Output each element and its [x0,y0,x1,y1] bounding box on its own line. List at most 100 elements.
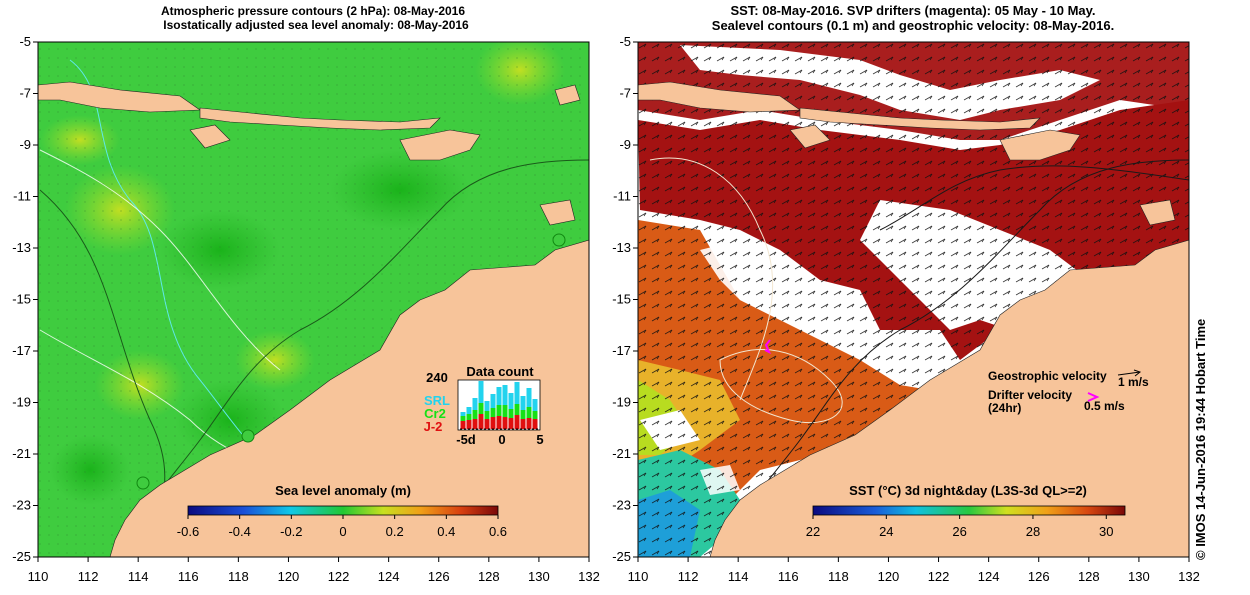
data-count-bar-srl [496,387,502,405]
shelf-contour [879,165,1189,231]
data-count-inset: Data count 240 SRL Cr2 J-2 -5d 0 5 [424,364,544,447]
left-xtick-label: 132 [578,569,600,584]
data-count-bar-srl [526,388,532,407]
left-ytick-label: -17 [12,343,31,358]
data-count-bar-j2 [502,417,508,429]
left-ytick-label: -11 [13,189,31,204]
data-count-bar-j2 [472,419,478,429]
data-count-bar-srl [520,396,526,410]
data-count-bar-j2 [520,419,526,429]
data-count-bar-cr2 [490,408,496,417]
sla-colorbar-ticks: -0.6 -0.4 -0.2 0 0.2 0.4 0.6 [177,515,507,539]
right-ytick-label: -7 [619,86,631,101]
australia-landmass [109,239,589,557]
left-ytick-label: -21 [12,446,31,461]
right-ytick-label: -23 [612,498,631,513]
data-count-bars [460,381,538,430]
right-ytick-label: -19 [612,395,631,410]
left-xtick-label: 118 [228,569,249,584]
left-ytick-label: -19 [12,395,31,410]
right-xtick-label: 118 [828,569,849,584]
geostrophic-arrow-icon [1117,371,1141,376]
right-xtick-label: 122 [928,569,950,584]
sst-colorbar-tick-label: 28 [1026,524,1040,539]
data-count-title: Data count [466,364,534,379]
data-count-bar-cr2 [484,411,490,419]
right-ytick-label: -5 [619,34,631,49]
sealevel-contour [649,157,774,401]
sla-colorbar-title: Sea level anomaly (m) [275,483,411,498]
data-count-bar-cr2 [466,414,472,420]
data-count-bar-j2 [490,417,496,429]
data-count-bar-cr2 [472,410,478,419]
data-count-bar-srl [478,381,484,403]
svp-drifter-track [764,339,771,355]
data-count-ymax: 240 [426,370,448,385]
data-count-bar-srl [508,393,514,409]
left-xtick-label: 114 [128,569,149,584]
legend-cr2: Cr2 [424,406,446,421]
data-count-bar-j2 [460,421,466,429]
java-island [38,81,201,113]
right-title-line1: SST: 08-May-2016. SVP drifters (magenta)… [730,3,1095,18]
sst-colorbar [812,505,1126,516]
right-ytick-label: -25 [612,549,631,564]
nusa-tenggara-islands [799,107,1041,131]
data-count-bar-cr2 [478,403,484,414]
left-title-line2: Isostatically adjusted sea level anomaly… [163,18,469,32]
left-title-line1: Atmospheric pressure contours (2 hPa): 0… [161,4,465,18]
left-xtick-label: 128 [478,569,500,584]
right-ytick-label: -11 [613,189,631,204]
left-xtick-label: 122 [328,569,350,584]
right-ytick-label: -21 [612,446,631,461]
left-ytick-label: -25 [12,549,31,564]
sla-colorbar-tick-label: 0.6 [489,524,507,539]
geostrophic-velocity-label: Geostrophic velocity [988,369,1107,383]
drifter-velocity-value: 0.5 m/s [1084,399,1125,413]
drifter-velocity-label: Drifter velocity [988,388,1072,402]
sla-colorbar-tick-label: 0.4 [437,524,455,539]
data-count-bar-cr2 [514,404,520,415]
data-count-bar-srl [502,385,508,405]
data-count-bar-cr2 [520,410,526,419]
data-count-bar-j2 [466,420,472,429]
right-xtick-label: 114 [728,569,749,584]
timor-island [399,129,481,161]
tide-gauge-marker [136,476,150,490]
data-count-bar-srl [532,399,538,411]
data-count-xtick: 5 [536,432,543,447]
right-xtick-label: 120 [878,569,900,584]
data-count-bar-j2 [508,418,514,429]
pressure-contour [39,149,281,371]
right-land [638,81,1189,557]
tide-gauge-marker [241,429,255,443]
shelf-contour [119,159,589,557]
nusa-tenggara-islands [199,107,441,131]
java-island [638,81,801,113]
sea-level-anomaly-map [38,42,589,557]
data-count-bar-cr2 [496,405,502,416]
left-ytick-label: -9 [19,137,31,152]
right-ytick-label: -9 [619,137,631,152]
sst-colorbar-tick-label: 24 [879,524,893,539]
data-count-bar-srl [460,412,466,416]
data-count-bar-srl [490,394,496,408]
sst-colorbar-title: SST (°C) 3d night&day (L3S-3d QL>=2) [849,483,1087,498]
sst-colorbar-tick-label: 26 [952,524,966,539]
sla-colorbar-tick-label: 0.2 [386,524,404,539]
melville-island [1139,199,1176,226]
left-ytick-label: -15 [12,292,31,307]
sumba-island [189,124,231,149]
left-xtick-label: 116 [178,569,199,584]
legend-srl: SRL [424,393,450,408]
sla-colorbar-tick-label: 0 [339,524,346,539]
right-title-line2: Sealevel contours (0.1 m) and geostrophi… [712,18,1114,33]
sst-colorbar-ticks: 22 24 26 28 30 [806,515,1114,539]
left-xtick-label: 130 [528,569,550,584]
tide-gauge-marker [552,233,566,247]
drifter-arrow-icon [1087,392,1100,402]
right-ytick-label: -13 [612,240,631,255]
data-count-bar-j2 [478,414,484,429]
sla-colorbar-tick-label: -0.6 [177,524,199,539]
